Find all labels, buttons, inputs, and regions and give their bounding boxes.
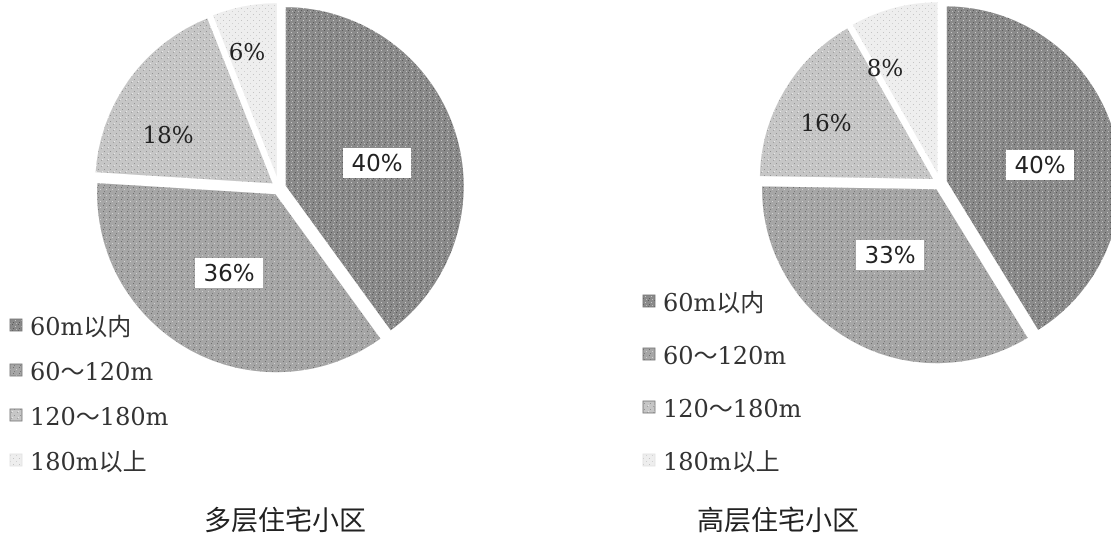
data-label: 40% — [351, 151, 402, 177]
legend-swatch — [642, 400, 656, 414]
pie-chart-multistory — [93, 1, 466, 375]
pie-labels-multistory: 40% 36% 18% 6% — [142, 40, 411, 288]
legend-swatch — [642, 294, 656, 308]
legend-highrise: 60m以内 60～120m 120～180m 180m以上 — [642, 289, 802, 476]
pie-chart-highrise — [757, 0, 1111, 366]
legend-label: 60m以内 — [663, 289, 764, 317]
data-label: 40% — [1014, 153, 1065, 179]
pie-slice — [760, 184, 1031, 366]
legend-swatch — [9, 408, 23, 422]
legend-label: 180m以上 — [30, 448, 147, 476]
pie-labels-highrise: 40% 33% 16% 8% — [800, 56, 1074, 270]
pie-slice — [757, 25, 937, 181]
data-label: 8% — [867, 56, 904, 82]
data-label: 6% — [229, 40, 266, 66]
legend-label: 180m以上 — [663, 448, 780, 476]
data-label-background — [856, 240, 924, 270]
legend-swatch — [9, 318, 23, 332]
legend-swatch — [642, 347, 656, 361]
legend-label: 120～180m — [663, 395, 802, 423]
pie-slice — [849, 0, 940, 181]
data-label: 18% — [142, 123, 193, 149]
data-label: 16% — [800, 111, 851, 137]
legend-swatch — [642, 453, 656, 467]
data-label: 36% — [203, 261, 254, 287]
pie-slice — [210, 1, 279, 183]
legend-label: 60～120m — [30, 358, 153, 386]
data-label: 33% — [864, 243, 915, 269]
legend-multistory: 60m以内 60～120m 120～180m 180m以上 — [9, 313, 169, 476]
pie-slice — [93, 15, 276, 186]
legend-label: 60m以内 — [30, 313, 131, 341]
chart-title-highrise: 高层住宅小区 — [697, 506, 859, 537]
legend-swatch — [9, 363, 23, 377]
data-label-background — [343, 148, 411, 178]
data-label-background — [1006, 150, 1074, 180]
data-label-background — [195, 258, 263, 288]
legend-swatch — [9, 453, 23, 467]
legend-label: 60～120m — [663, 342, 786, 370]
chart-title-multistory: 多层住宅小区 — [204, 506, 366, 537]
legend-label: 120～180m — [30, 403, 169, 431]
